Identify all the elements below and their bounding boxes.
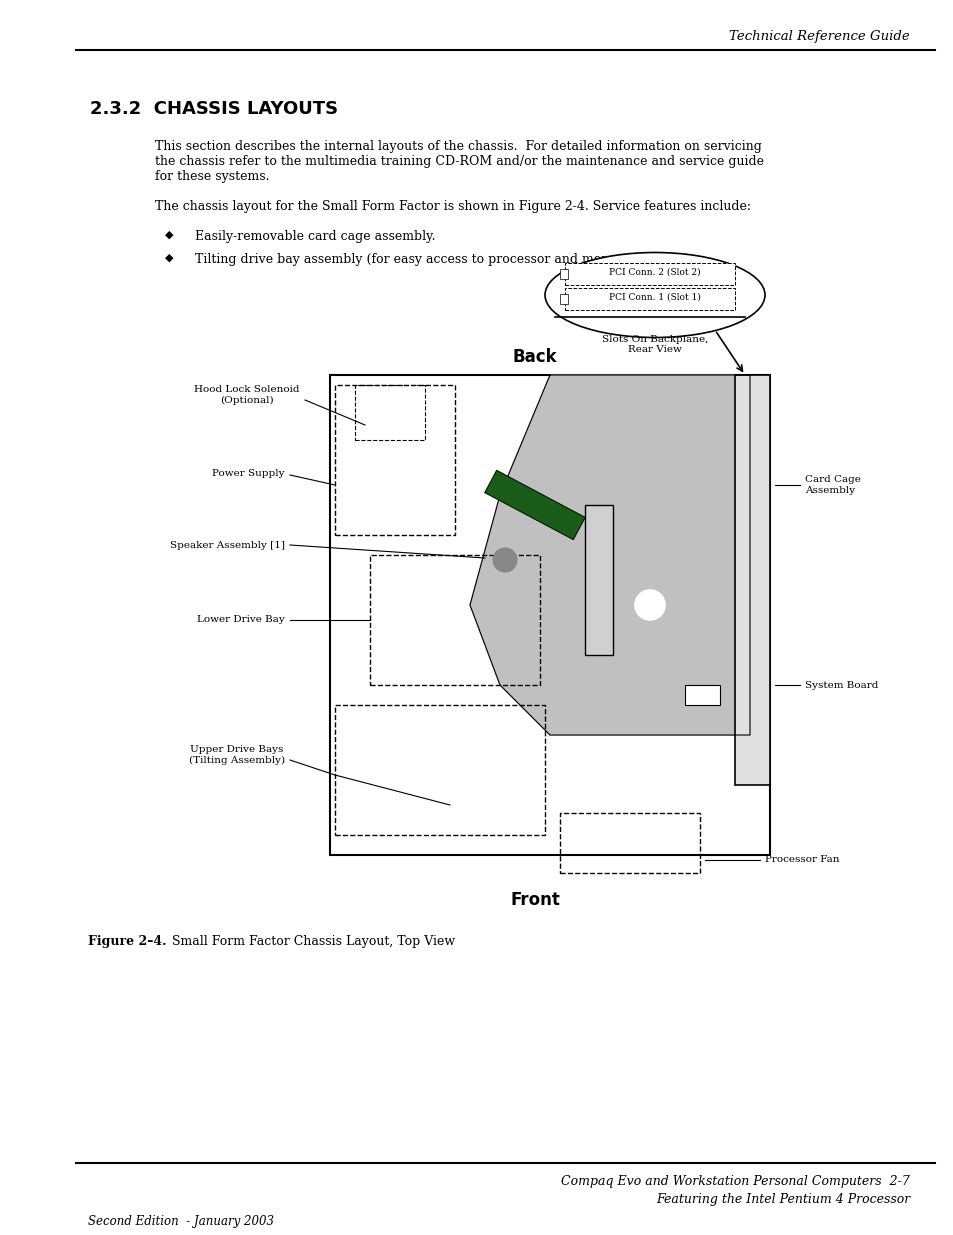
Text: Second Edition  - January 2003: Second Edition - January 2003 bbox=[88, 1215, 274, 1228]
Bar bbox=[335, 705, 544, 835]
Text: Tilting drive bay assembly (for easy access to processor and memory sockets).: Tilting drive bay assembly (for easy acc… bbox=[194, 253, 693, 266]
Bar bbox=[684, 685, 720, 705]
Bar bbox=[584, 505, 613, 655]
Text: This section describes the internal layouts of the chassis.  For detailed inform: This section describes the internal layo… bbox=[154, 140, 763, 183]
Text: System Board: System Board bbox=[804, 680, 878, 689]
Text: Compaq Evo and Workstation Personal Computers  2-7: Compaq Evo and Workstation Personal Comp… bbox=[560, 1174, 909, 1188]
Circle shape bbox=[493, 548, 517, 572]
Polygon shape bbox=[470, 375, 749, 735]
Text: Featuring the Intel Pentium 4 Processor: Featuring the Intel Pentium 4 Processor bbox=[655, 1193, 909, 1207]
Bar bbox=[355, 385, 424, 440]
Bar bbox=[564, 263, 734, 285]
Text: Back: Back bbox=[512, 348, 557, 366]
Circle shape bbox=[635, 590, 664, 620]
Bar bbox=[564, 288, 734, 310]
Bar bbox=[370, 555, 539, 685]
Bar bbox=[559, 813, 700, 873]
Text: 2.3.2  CHASSIS LAYOUTS: 2.3.2 CHASSIS LAYOUTS bbox=[90, 100, 337, 119]
Text: PCI Conn. 1 (Slot 1): PCI Conn. 1 (Slot 1) bbox=[608, 293, 700, 301]
Bar bbox=[559, 294, 567, 304]
Text: Speaker Assembly [1]: Speaker Assembly [1] bbox=[170, 541, 285, 550]
Text: ◆: ◆ bbox=[165, 253, 173, 263]
Text: Slots On Backplane,
Rear View: Slots On Backplane, Rear View bbox=[601, 335, 707, 354]
Bar bbox=[330, 375, 769, 855]
Text: Hood Lock Solenoid
(Optional): Hood Lock Solenoid (Optional) bbox=[194, 385, 299, 405]
Text: Upper Drive Bays
(Tilting Assembly): Upper Drive Bays (Tilting Assembly) bbox=[189, 745, 285, 764]
Bar bbox=[734, 375, 769, 785]
Bar bbox=[559, 269, 567, 279]
Text: Processor Fan: Processor Fan bbox=[764, 856, 839, 864]
Text: The chassis layout for the Small Form Factor is shown in Figure 2-4. Service fea: The chassis layout for the Small Form Fa… bbox=[154, 200, 750, 212]
Text: Technical Reference Guide: Technical Reference Guide bbox=[728, 30, 909, 43]
Text: PCI Conn. 2 (Slot 2): PCI Conn. 2 (Slot 2) bbox=[609, 268, 700, 277]
Bar bbox=[335, 385, 455, 535]
Text: Power Supply: Power Supply bbox=[213, 468, 285, 478]
Text: Card Cage
Assembly: Card Cage Assembly bbox=[804, 475, 860, 495]
Text: Lower Drive Bay: Lower Drive Bay bbox=[197, 615, 285, 625]
Text: Small Form Factor Chassis Layout, Top View: Small Form Factor Chassis Layout, Top Vi… bbox=[160, 935, 455, 948]
Text: Figure 2–4.: Figure 2–4. bbox=[88, 935, 167, 948]
Text: Front: Front bbox=[510, 890, 559, 909]
Ellipse shape bbox=[544, 252, 764, 337]
Polygon shape bbox=[484, 471, 584, 540]
Text: ◆: ◆ bbox=[165, 230, 173, 240]
Text: Easily-removable card cage assembly.: Easily-removable card cage assembly. bbox=[194, 230, 435, 243]
